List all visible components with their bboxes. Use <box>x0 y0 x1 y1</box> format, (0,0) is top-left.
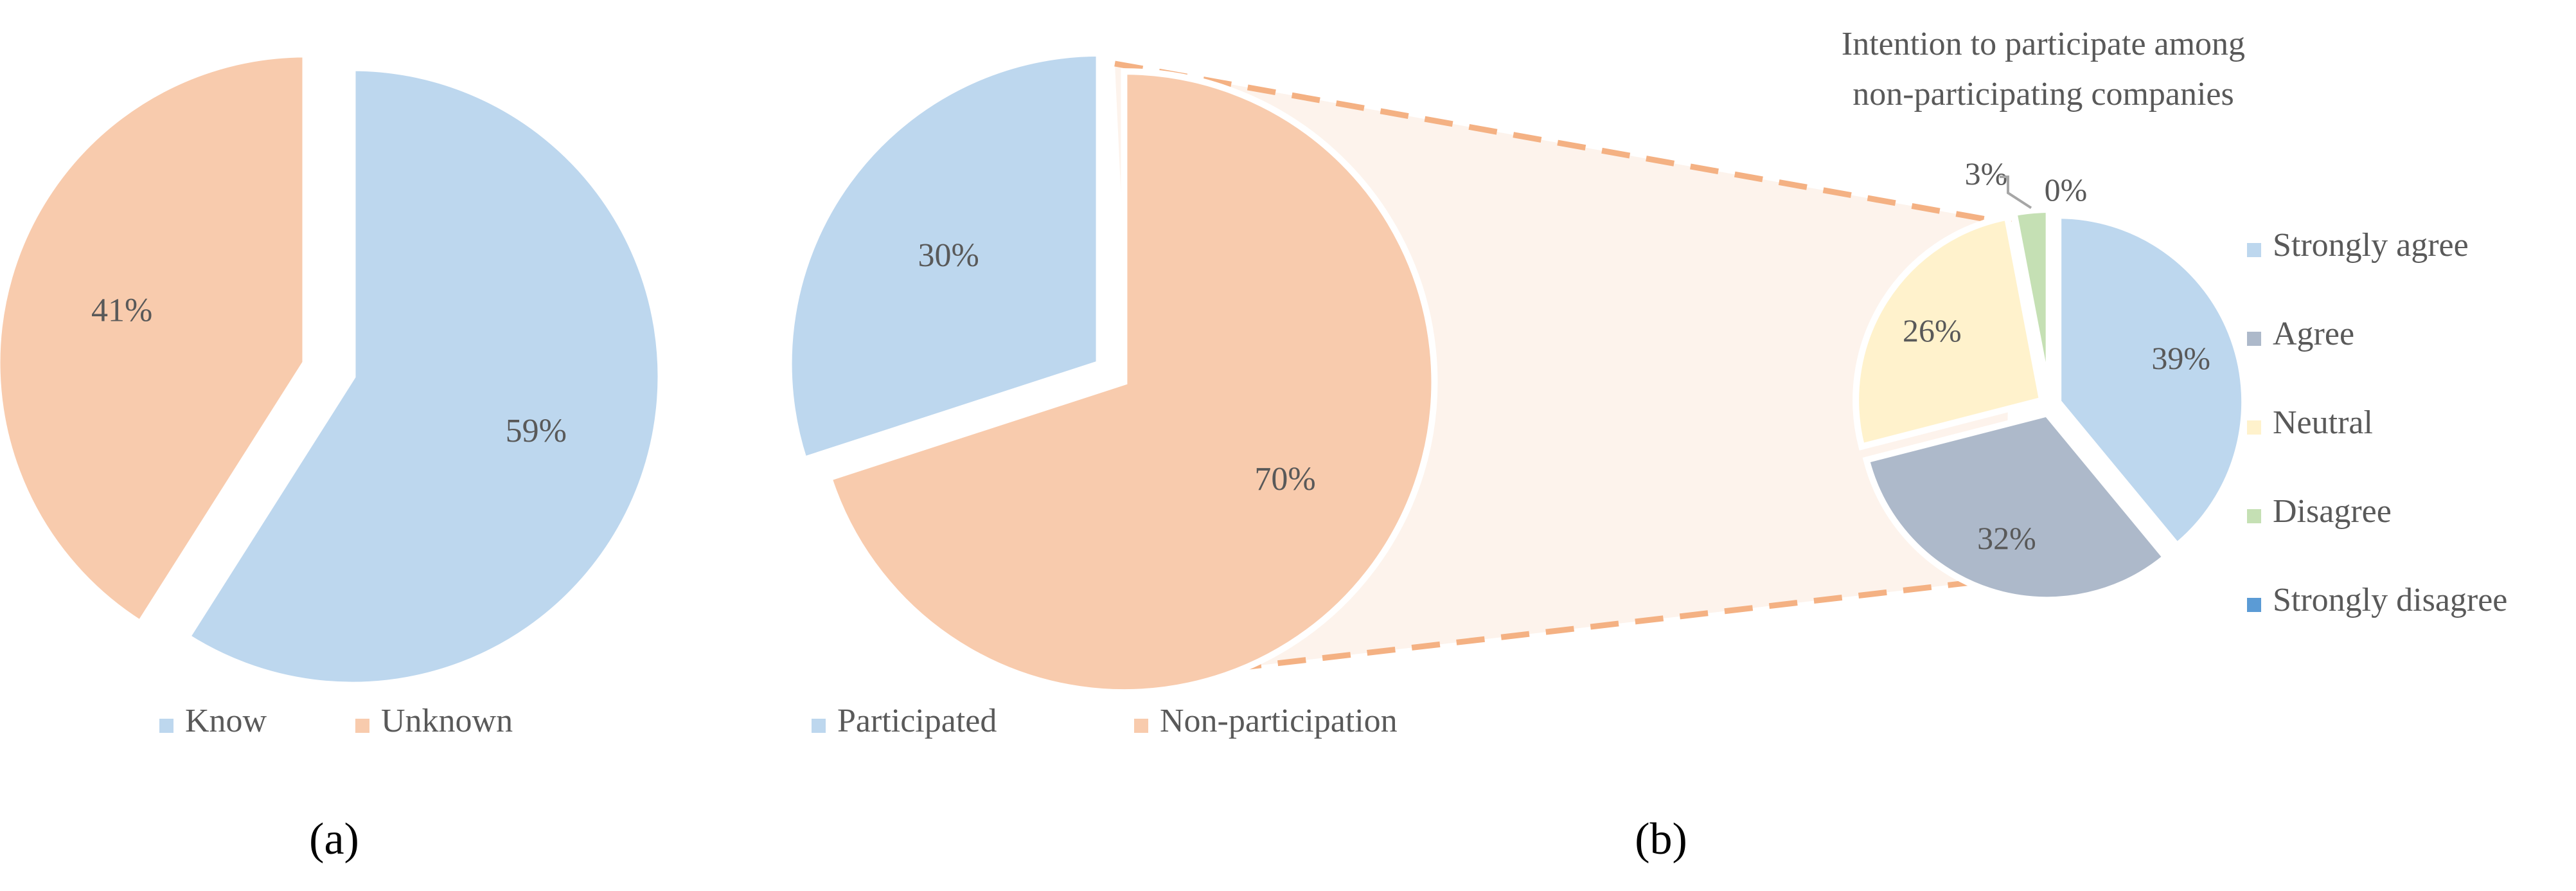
legend-swatch-strongly-disagree <box>2247 598 2261 612</box>
legend-swatch-unknown <box>355 719 369 733</box>
legend-item-disagree: Disagree <box>2247 493 2392 530</box>
data-label-non-participation: 70% <box>1254 461 1315 498</box>
legend-label-participated: Participated <box>837 703 997 739</box>
pie-slice-non-participation <box>824 68 1438 696</box>
pie-slice-unknown <box>0 51 309 628</box>
pie-slice-neutral <box>1852 213 2046 451</box>
legend-swatch-participated <box>812 719 826 733</box>
legend-item-know: Know <box>159 703 267 739</box>
legend-swatch-agree <box>2247 332 2261 346</box>
pie-chart-b: 30% 70% <box>785 50 1438 696</box>
legend-label-neutral: Neutral <box>2273 404 2373 441</box>
legend-label-strongly-disagree: Strongly disagree <box>2273 582 2507 618</box>
legend-b: Participated Non-participation <box>812 703 1398 739</box>
data-label-unknown: 41% <box>91 292 152 329</box>
pie-slice-disagree <box>2010 206 2052 397</box>
legend-item-strongly-disagree: Strongly disagree <box>2247 582 2507 618</box>
legend-label-strongly-agree: Strongly agree <box>2273 227 2469 264</box>
pie-chart-a: 59% 41% <box>0 51 664 688</box>
data-label-strongly-agree: 39% <box>2151 340 2210 376</box>
data-label-agree: 32% <box>1977 520 2036 556</box>
subcaption-a: (a) <box>309 815 359 864</box>
legend-label-disagree: Disagree <box>2273 493 2392 530</box>
legend-item-agree: Agree <box>2247 316 2354 352</box>
pie-slice-strongly-agree <box>2055 212 2248 550</box>
legend-label-unknown: Unknown <box>381 703 513 739</box>
data-label-know: 59% <box>506 413 567 449</box>
legend-item-participated: Participated <box>812 703 997 739</box>
data-label-disagree: 3% <box>1965 156 2008 192</box>
legend-label-non-participation: Non-participation <box>1160 703 1398 739</box>
legend-item-non-participation: Non-participation <box>1134 703 1398 739</box>
legend-swatch-non-participation <box>1134 719 1148 733</box>
pie-slice-participated <box>785 50 1103 464</box>
legend-a: Know Unknown <box>159 703 513 739</box>
legend-label-agree: Agree <box>2273 316 2354 352</box>
legend-swatch-disagree <box>2247 509 2261 523</box>
legend-item-unknown: Unknown <box>355 703 513 739</box>
breakout-chart-title-line-1: Intention to participate among <box>1842 26 2245 62</box>
data-label-neutral: 26% <box>1903 312 1962 348</box>
data-label-strongly-disagree: 0% <box>2045 172 2088 208</box>
data-label-participated: 30% <box>918 237 979 274</box>
leader-line <box>2000 176 2032 210</box>
breakout-pie-chart: 39% 32% 26% 3% 0% <box>1852 156 2248 604</box>
legend-label-know: Know <box>185 703 267 739</box>
legend-item-neutral: Neutral <box>2247 404 2373 441</box>
subcaption-b: (b) <box>1635 815 1687 864</box>
pie-slice-agree <box>1862 410 2171 604</box>
connector-line-top <box>1114 60 2012 227</box>
legend-swatch-know <box>159 719 173 733</box>
legend-swatch-neutral <box>2247 420 2261 435</box>
connector-line-bottom <box>1143 575 2005 682</box>
legend-breakout: Strongly agree Agree Neutral Disagree Strong… <box>2247 227 2507 618</box>
legend-swatch-strongly-agree <box>2247 243 2261 257</box>
breakout-chart-title-line-2: non-participating companies <box>1852 76 2234 113</box>
legend-item-strongly-agree: Strongly agree <box>2247 227 2469 264</box>
pie-slice-know <box>182 64 664 688</box>
